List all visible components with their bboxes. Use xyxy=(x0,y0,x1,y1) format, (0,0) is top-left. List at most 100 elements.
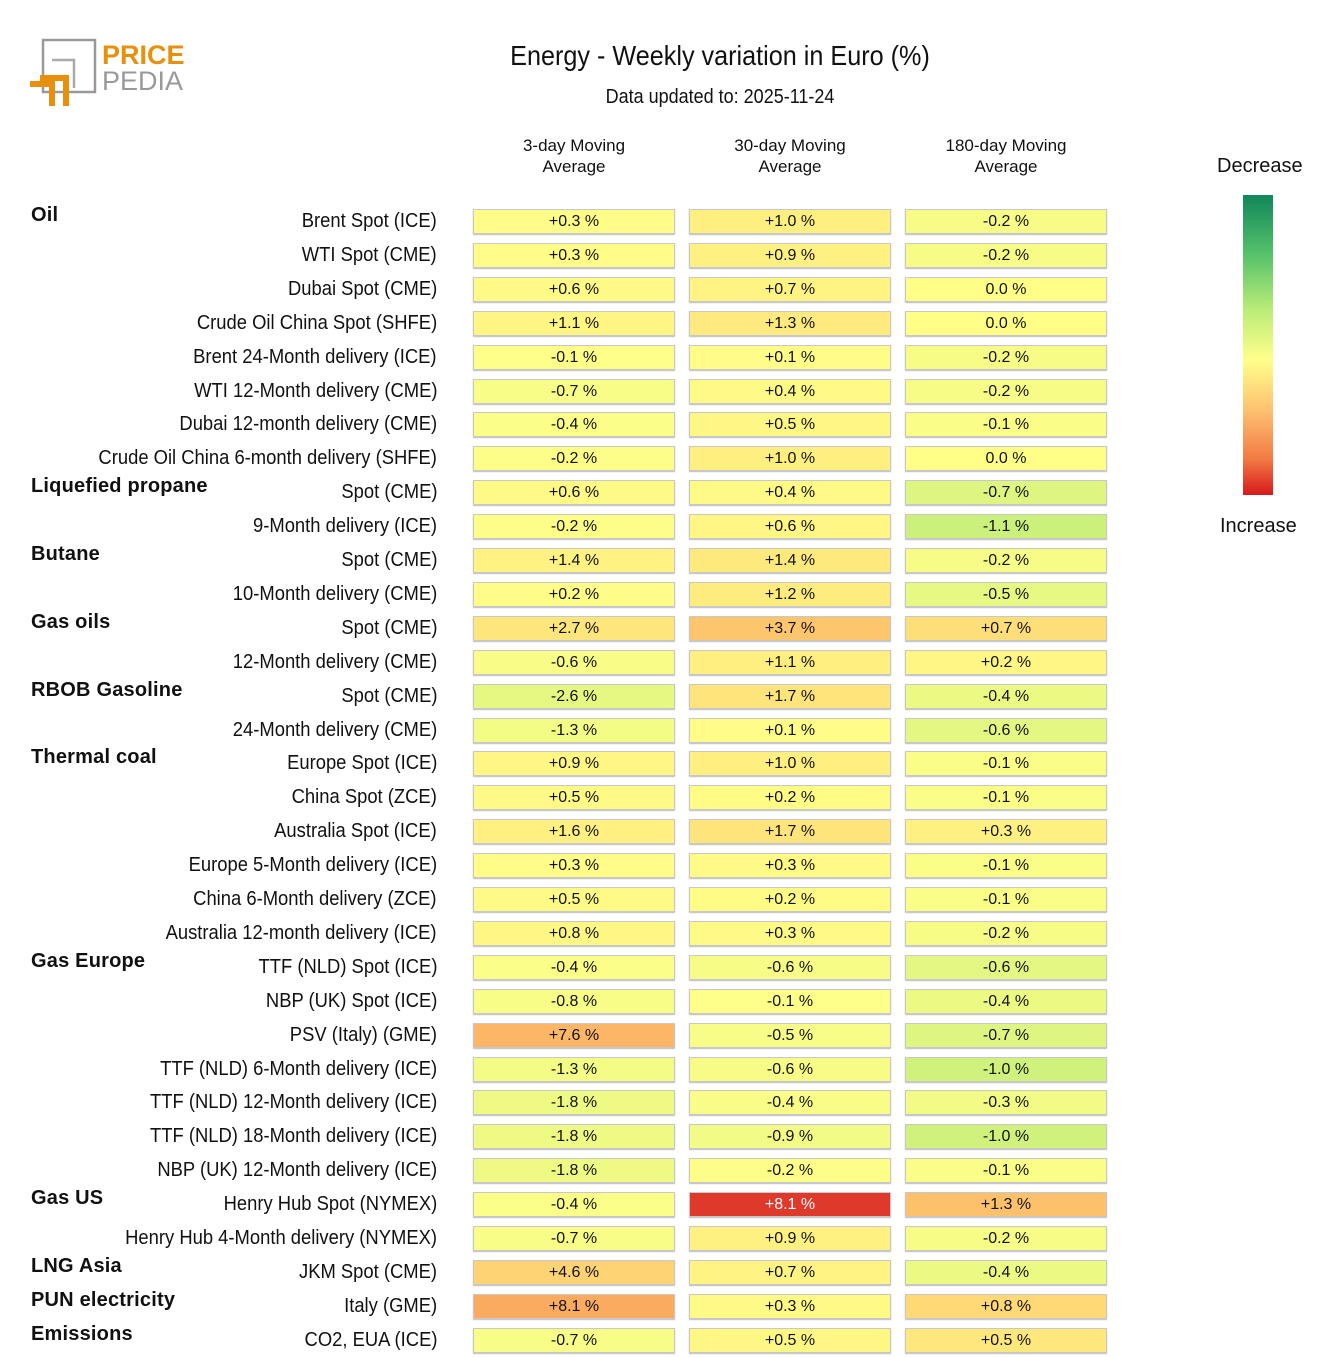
heatmap-cell: +1.0 % xyxy=(689,209,891,234)
heatmap-cell: -0.2 % xyxy=(905,1226,1107,1251)
heatmap-cell: -0.1 % xyxy=(905,853,1107,879)
heatmap-cell: -0.1 % xyxy=(905,751,1107,777)
group-label: Butane xyxy=(31,543,100,565)
group-label: Thermal coal xyxy=(31,746,157,769)
row-label: 12-Month delivery (CME) xyxy=(232,650,437,673)
heatmap-cell: +0.2 % xyxy=(689,887,891,912)
heatmap-cell: -0.4 % xyxy=(473,1192,675,1218)
heatmap-cell: -0.1 % xyxy=(905,1158,1107,1184)
heatmap-cell: -1.3 % xyxy=(473,717,675,743)
row-label: Spot (CME) xyxy=(340,684,437,707)
group-label: RBOB Gasoline xyxy=(31,678,183,701)
heatmap-cell: +1.7 % xyxy=(689,819,891,845)
heatmap-cell: -0.7 % xyxy=(905,480,1107,506)
row-label: TTF (NLD) 12-Month delivery (ICE) xyxy=(149,1091,437,1114)
heatmap-cell: -1.3 % xyxy=(473,1056,675,1082)
heatmap-cell: -0.6 % xyxy=(905,717,1107,743)
heatmap-cell: +1.0 % xyxy=(689,446,891,472)
heatmap-cell: +8.1 % xyxy=(473,1293,675,1319)
heatmap-cell: -1.1 % xyxy=(905,514,1107,540)
heatmap-cell: +0.2 % xyxy=(689,785,891,811)
heatmap-cell: -0.5 % xyxy=(689,1022,891,1048)
heatmap-cell: -0.2 % xyxy=(905,548,1107,573)
heatmap-cell: -0.6 % xyxy=(689,954,891,980)
row-label: NBP (UK) 12-Month delivery (ICE) xyxy=(157,1159,437,1182)
heatmap-cell: -1.8 % xyxy=(473,1124,675,1150)
heatmap-cell: +0.4 % xyxy=(689,480,891,506)
heatmap-cell: +0.5 % xyxy=(689,1327,891,1353)
heatmap-cell: -0.1 % xyxy=(689,988,891,1014)
row-label: Spot (CME) xyxy=(340,549,437,571)
heatmap-cell: -0.4 % xyxy=(689,1090,891,1116)
heatmap-cell: +0.1 % xyxy=(689,344,891,370)
legend-decrease-label: Decrease xyxy=(1217,155,1303,177)
row-label: TTF (NLD) 6-Month delivery (ICE) xyxy=(159,1057,437,1080)
heatmap-cell: -0.4 % xyxy=(473,954,675,980)
heatmap-cell: +0.5 % xyxy=(473,785,675,811)
heatmap-cell: +0.6 % xyxy=(689,514,891,540)
heatmap-cell: +0.7 % xyxy=(905,615,1107,641)
row-label: Dubai 12-month delivery (CME) xyxy=(179,413,437,436)
heatmap-cell: -0.6 % xyxy=(473,649,675,675)
row-label: Dubai Spot (CME) xyxy=(287,277,437,300)
heatmap-cell: +0.7 % xyxy=(689,1259,891,1285)
heatmap-cell: +0.5 % xyxy=(689,412,891,438)
pricepedia-logo: PRICE PEDIA xyxy=(30,38,185,115)
heatmap-cell: +0.4 % xyxy=(689,378,891,404)
heatmap-cell: +1.2 % xyxy=(689,581,891,607)
heatmap-cell: -0.2 % xyxy=(473,446,675,472)
heatmap-cell: +0.9 % xyxy=(689,242,891,268)
heatmap-cell: +1.6 % xyxy=(473,819,675,845)
heatmap-cell: 0.0 % xyxy=(905,310,1107,336)
row-label: 10-Month delivery (CME) xyxy=(232,582,437,605)
heatmap-cell: +0.8 % xyxy=(905,1293,1107,1319)
heatmap-cell: +8.1 % xyxy=(689,1192,891,1218)
heatmap-cell: +0.3 % xyxy=(473,242,675,268)
chart-title: Energy - Weekly variation in Euro (%) xyxy=(510,40,930,71)
heatmap-cell: +0.8 % xyxy=(473,920,675,946)
row-label: Europe Spot (ICE) xyxy=(286,752,437,775)
heatmap-cell: -1.0 % xyxy=(905,1124,1107,1150)
heatmap-cell: +0.2 % xyxy=(905,649,1107,675)
row-label: Spot (CME) xyxy=(340,616,437,639)
heatmap-cell: +1.3 % xyxy=(689,310,891,336)
heatmap-cell: +3.7 % xyxy=(689,615,891,641)
row-label: WTI 12-Month delivery (CME) xyxy=(193,379,437,402)
heatmap-cell: -0.7 % xyxy=(905,1022,1107,1048)
heatmap-cell: +4.6 % xyxy=(473,1259,675,1285)
heatmap-cell: -0.7 % xyxy=(473,1327,675,1353)
color-scale-bar xyxy=(1243,195,1273,495)
heatmap-cell: -0.1 % xyxy=(473,344,675,370)
heatmap-cell: -0.4 % xyxy=(905,1259,1107,1285)
heatmap-cell: -0.6 % xyxy=(905,954,1107,980)
group-label: Liquefied propane xyxy=(31,475,208,498)
heatmap-cell: +0.1 % xyxy=(689,717,891,743)
heatmap-cell: +1.4 % xyxy=(473,548,675,573)
group-label: Gas Europe xyxy=(31,949,146,972)
column-header-30day: 30-day Moving Average xyxy=(734,136,846,176)
heatmap-cell: -1.0 % xyxy=(905,1056,1107,1082)
row-label: JKM Spot (CME) xyxy=(298,1260,437,1283)
heatmap-cell: -1.8 % xyxy=(473,1158,675,1184)
heatmap-cell: +0.2 % xyxy=(473,581,675,607)
row-label: Australia 12-month delivery (ICE) xyxy=(166,921,437,944)
row-label: NBP (UK) Spot (ICE) xyxy=(265,989,437,1012)
row-label: CO2, EUA (ICE) xyxy=(304,1328,437,1351)
heatmap-cell: -0.2 % xyxy=(905,344,1107,370)
heatmap-cell: +1.7 % xyxy=(689,683,891,709)
heatmap-cell: +1.4 % xyxy=(689,548,891,573)
heatmap-cell: -2.6 % xyxy=(473,683,675,709)
heatmap-cell: +2.7 % xyxy=(473,615,675,641)
heatmap-cell: +0.6 % xyxy=(473,276,675,302)
row-label: Brent 24-Month delivery (ICE) xyxy=(193,345,437,368)
group-label: Gas US xyxy=(31,1187,104,1210)
heatmap-cell: -1.8 % xyxy=(473,1090,675,1116)
row-label: Italy (GME) xyxy=(343,1294,437,1317)
row-label: Crude Oil China 6-month delivery (SHFE) xyxy=(98,447,437,470)
group-label: LNG Asia xyxy=(31,1254,122,1277)
heatmap-cell: -0.2 % xyxy=(905,242,1107,268)
heatmap-cell: -0.1 % xyxy=(905,785,1107,811)
heatmap-cell: -0.2 % xyxy=(689,1158,891,1184)
row-label: 9-Month delivery (ICE) xyxy=(252,515,437,538)
